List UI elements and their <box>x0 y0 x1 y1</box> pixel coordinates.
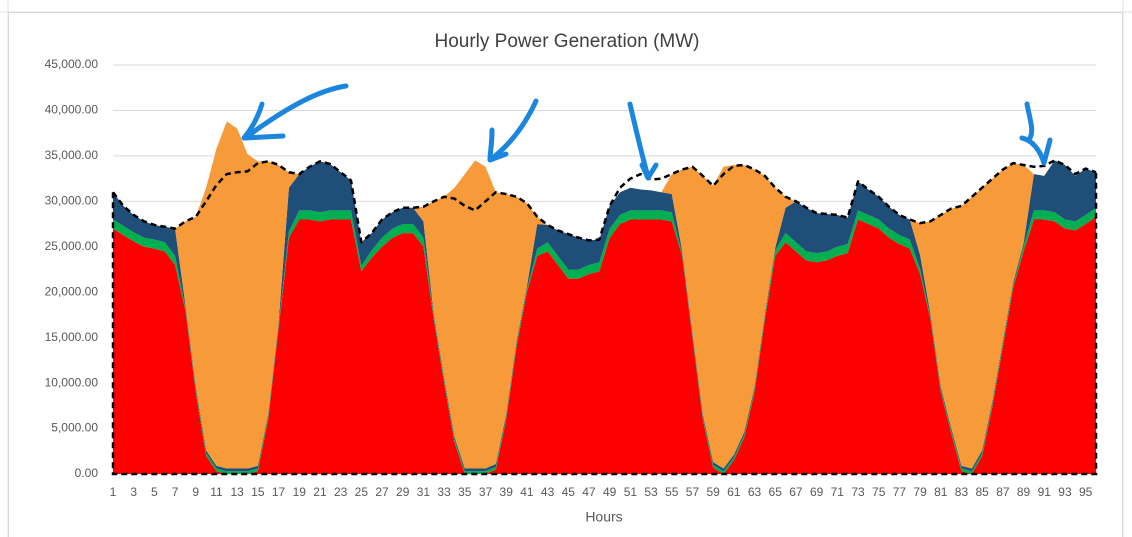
x-tick-label: 17 <box>272 485 286 499</box>
x-tick-label: 89 <box>1017 485 1031 499</box>
x-tick-label: 39 <box>500 485 514 499</box>
x-tick-label: 7 <box>172 485 179 499</box>
x-tick-label: 3 <box>130 485 137 499</box>
x-tick-label: 95 <box>1079 485 1093 499</box>
x-tick-label: 13 <box>230 485 244 499</box>
arrow <box>627 101 659 181</box>
y-tick-label: 45,000.00 <box>45 57 99 71</box>
x-tick-label: 51 <box>624 485 638 499</box>
arrow <box>241 83 349 141</box>
x-tick-label: 53 <box>644 485 658 499</box>
y-tick-label: 15,000.00 <box>45 330 99 344</box>
x-tick-label: 23 <box>334 485 348 499</box>
x-tick-label: 71 <box>831 485 845 499</box>
area <box>113 121 1096 469</box>
y-tick-label: 40,000.00 <box>45 103 99 117</box>
chart-title: Hourly Power Generation (MW) <box>434 31 699 52</box>
x-axis-title: Hours <box>585 509 622 525</box>
annotation-arrows <box>241 83 1053 181</box>
demand-line <box>112 159 1097 244</box>
x-tick-label: 43 <box>541 485 555 499</box>
ticks: 0.00 5,000.00 10,000.00 15,000.00 20,000.00 2… <box>45 57 1093 499</box>
x-tick-label: 67 <box>789 485 803 499</box>
y-tick-label: 30,000.00 <box>45 194 99 208</box>
x-tick-label: 9 <box>192 485 199 499</box>
x-tick-label: 31 <box>417 485 431 499</box>
y-tick-label: 20,000.00 <box>45 284 99 298</box>
outline-edge <box>111 172 1098 476</box>
x-tick-label: 69 <box>810 485 824 499</box>
x-tick-label: 61 <box>727 485 741 499</box>
x-tick-label: 93 <box>1058 485 1072 499</box>
x-tick-label: 73 <box>851 485 865 499</box>
arrow <box>487 98 539 163</box>
x-tick-label: 37 <box>479 485 493 499</box>
x-tick-label: 41 <box>520 485 534 499</box>
y-tick-label: 5,000.00 <box>51 421 98 435</box>
x-tick-label: 79 <box>913 485 927 499</box>
x-tick-label: 1 <box>110 485 117 499</box>
x-tick-label: 21 <box>313 485 327 499</box>
x-tick-label: 55 <box>665 485 679 499</box>
x-tick-label: 33 <box>437 485 451 499</box>
areas <box>113 121 1096 474</box>
y-tick-label: 35,000.00 <box>45 148 99 162</box>
x-tick-label: 83 <box>955 485 969 499</box>
y-tick-label: 0.00 <box>75 466 99 480</box>
x-tick-label: 57 <box>686 485 700 499</box>
x-tick-label: 11 <box>210 485 223 499</box>
y-tick-label: 25,000.00 <box>45 239 99 253</box>
x-tick-label: 47 <box>582 485 596 499</box>
x-tick-label: 91 <box>1038 485 1052 499</box>
lines <box>111 159 1098 476</box>
x-tick-label: 35 <box>458 485 472 499</box>
x-tick-label: 77 <box>893 485 907 499</box>
x-tick-label: 81 <box>934 485 948 499</box>
arrow <box>1019 101 1053 166</box>
area <box>113 160 1096 472</box>
area <box>113 216 1096 474</box>
x-tick-label: 45 <box>562 485 576 499</box>
x-tick-label: 65 <box>769 485 783 499</box>
x-tick-label: 87 <box>996 485 1010 499</box>
x-tick-label: 63 <box>748 485 762 499</box>
x-tick-label: 59 <box>706 485 720 499</box>
x-tick-label: 49 <box>603 485 617 499</box>
x-tick-label: 75 <box>872 485 886 499</box>
x-tick-label: 19 <box>293 485 307 499</box>
x-tick-label: 29 <box>396 485 410 499</box>
x-tick-label: 27 <box>375 485 389 499</box>
x-tick-label: 25 <box>355 485 369 499</box>
x-tick-label: 5 <box>151 485 158 499</box>
x-tick-label: 15 <box>251 485 265 499</box>
x-tick-label: 85 <box>975 485 989 499</box>
y-tick-label: 10,000.00 <box>45 375 99 389</box>
